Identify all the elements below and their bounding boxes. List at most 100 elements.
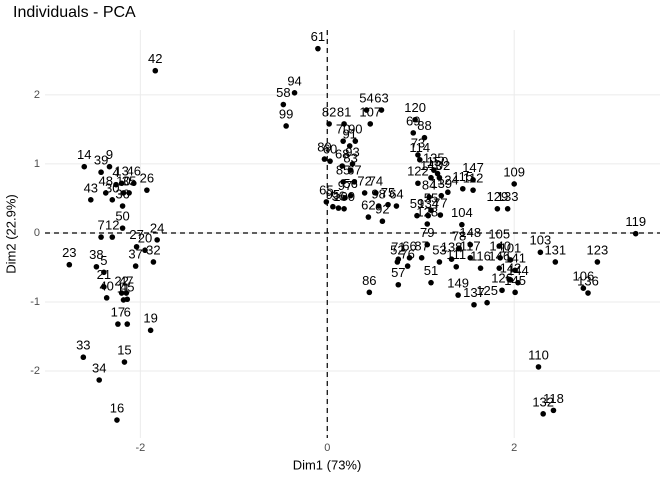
point-label: 126 xyxy=(491,271,513,286)
point-label: 33 xyxy=(76,338,90,353)
point-label: 22 xyxy=(114,273,128,288)
point xyxy=(470,187,476,193)
point-label: 34 xyxy=(92,360,106,375)
point xyxy=(456,245,462,251)
point xyxy=(142,247,148,254)
point-label: 64 xyxy=(389,186,403,201)
point-label: 68 xyxy=(335,146,349,161)
point-label: 82 xyxy=(322,104,336,119)
point-label: 142 xyxy=(500,260,522,275)
point xyxy=(504,206,511,212)
point xyxy=(280,101,287,108)
point xyxy=(126,190,132,196)
point-label: 19 xyxy=(143,311,157,326)
point-label: 83 xyxy=(343,151,357,166)
point-label: 140 xyxy=(489,238,511,253)
point xyxy=(393,203,400,209)
point-label: 141 xyxy=(504,251,526,266)
point-label: 50 xyxy=(115,209,129,224)
point-label: 73 xyxy=(411,135,425,150)
point-label: 30 xyxy=(105,180,119,195)
point xyxy=(118,290,125,296)
y-tick-label: -2 xyxy=(30,365,40,377)
point-label: 112 xyxy=(463,171,484,186)
point-label: 101 xyxy=(500,240,522,255)
point-label: 85 xyxy=(336,162,350,177)
point-label: 137 xyxy=(463,285,485,300)
point-label: 13 xyxy=(114,164,128,179)
point-label: 105 xyxy=(488,227,510,242)
point xyxy=(512,289,518,296)
point-label: 63 xyxy=(374,91,388,106)
point-label: 57 xyxy=(391,265,405,280)
point xyxy=(150,259,157,265)
point-label: 38 xyxy=(89,247,103,262)
point xyxy=(330,203,336,210)
point-label: 60 xyxy=(323,142,337,157)
point-label: 62 xyxy=(361,198,375,213)
point-label: 58 xyxy=(276,85,290,100)
point xyxy=(81,163,88,170)
point-label: 14 xyxy=(77,147,91,162)
point xyxy=(80,354,87,361)
point-label: 84 xyxy=(422,178,436,193)
point-label: 17 xyxy=(111,305,125,320)
point xyxy=(109,234,116,240)
point xyxy=(120,190,127,196)
point xyxy=(550,407,557,414)
point xyxy=(395,281,402,288)
point xyxy=(342,194,348,201)
point xyxy=(494,206,501,212)
point xyxy=(101,269,107,276)
point xyxy=(511,181,517,187)
x-tick-label: 2 xyxy=(511,442,517,454)
point xyxy=(96,377,103,383)
point-label: 43 xyxy=(84,180,98,195)
y-tick-label: 1 xyxy=(34,158,40,170)
point-label: 132 xyxy=(532,394,554,409)
point-label: 95 xyxy=(326,187,340,202)
point xyxy=(428,174,434,181)
point-label: 135 xyxy=(423,151,445,166)
point xyxy=(507,277,514,283)
point-label: 6 xyxy=(124,305,131,320)
point xyxy=(632,230,639,237)
point xyxy=(341,121,347,127)
point-label: 103 xyxy=(530,233,552,248)
point-label: 125 xyxy=(476,283,498,298)
point-label: 69 xyxy=(406,113,420,128)
point xyxy=(515,279,521,286)
point xyxy=(351,179,358,185)
point xyxy=(130,180,137,187)
point xyxy=(152,67,159,74)
point xyxy=(341,206,347,212)
point-label: 110 xyxy=(528,347,549,362)
point xyxy=(124,296,131,303)
point-label: 10 xyxy=(116,173,130,188)
point-label: 35 xyxy=(122,173,136,188)
point-label: 88 xyxy=(417,118,431,133)
point-label: 48 xyxy=(99,173,113,188)
point xyxy=(114,417,120,423)
x-axis-label: Dim1 (73%) xyxy=(293,457,362,472)
point xyxy=(415,152,421,158)
point xyxy=(101,284,107,290)
point xyxy=(98,234,104,240)
point xyxy=(119,203,126,209)
point-label: 120 xyxy=(404,100,426,115)
point xyxy=(418,255,425,261)
point-label: 124 xyxy=(437,173,459,188)
point xyxy=(365,214,372,220)
point xyxy=(496,243,503,249)
point-label: 66 xyxy=(402,238,416,253)
point xyxy=(93,263,100,270)
point xyxy=(467,241,474,248)
point-label: 143 xyxy=(420,158,442,173)
point-label: 16 xyxy=(110,400,124,415)
point-label: 96 xyxy=(331,189,345,204)
point-label: 24 xyxy=(150,220,164,235)
point xyxy=(438,192,445,199)
point xyxy=(347,192,354,199)
point-label: 81 xyxy=(337,104,351,119)
point-label: 89 xyxy=(317,140,331,155)
